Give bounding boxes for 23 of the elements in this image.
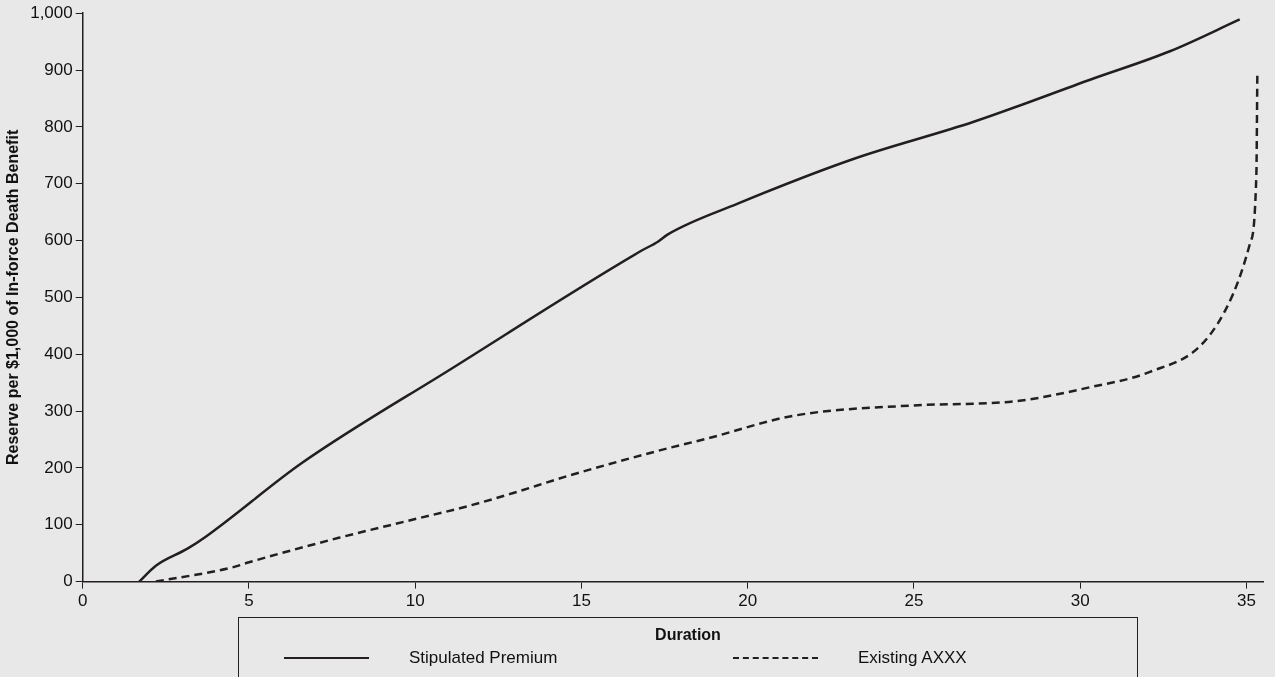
x-tick-label: 10 — [405, 591, 425, 611]
legend-label: Stipulated Premium — [409, 648, 558, 668]
y-axis-title: Reserve per $1,000 of In-force Death Benefit — [4, 129, 22, 466]
y-tick-label: 100 — [44, 514, 73, 534]
x-tick-label: 35 — [1236, 591, 1256, 611]
y-tick-label: 700 — [44, 173, 73, 193]
y-tick-label: 300 — [44, 400, 73, 420]
x-tick-label: 30 — [1070, 591, 1090, 611]
x-tick-label: 5 — [244, 591, 254, 611]
y-tick-label: 600 — [44, 230, 73, 250]
y-tick-label: 200 — [44, 457, 73, 477]
y-tick-label: 400 — [44, 343, 73, 363]
y-tick-label: 0 — [63, 571, 73, 591]
legend-label: Existing AXXX — [858, 648, 967, 668]
y-tick-label: 1,000 — [30, 2, 73, 22]
x-tick-label: 15 — [571, 591, 591, 611]
x-tick-label: 20 — [738, 591, 758, 611]
x-tick-label: 25 — [904, 591, 924, 611]
y-tick-label: 500 — [44, 287, 73, 307]
x-tick-label: 0 — [78, 591, 88, 611]
y-tick-label: 900 — [44, 59, 73, 79]
x-axis-title: Duration — [654, 626, 722, 644]
y-tick-label: 800 — [44, 116, 73, 136]
